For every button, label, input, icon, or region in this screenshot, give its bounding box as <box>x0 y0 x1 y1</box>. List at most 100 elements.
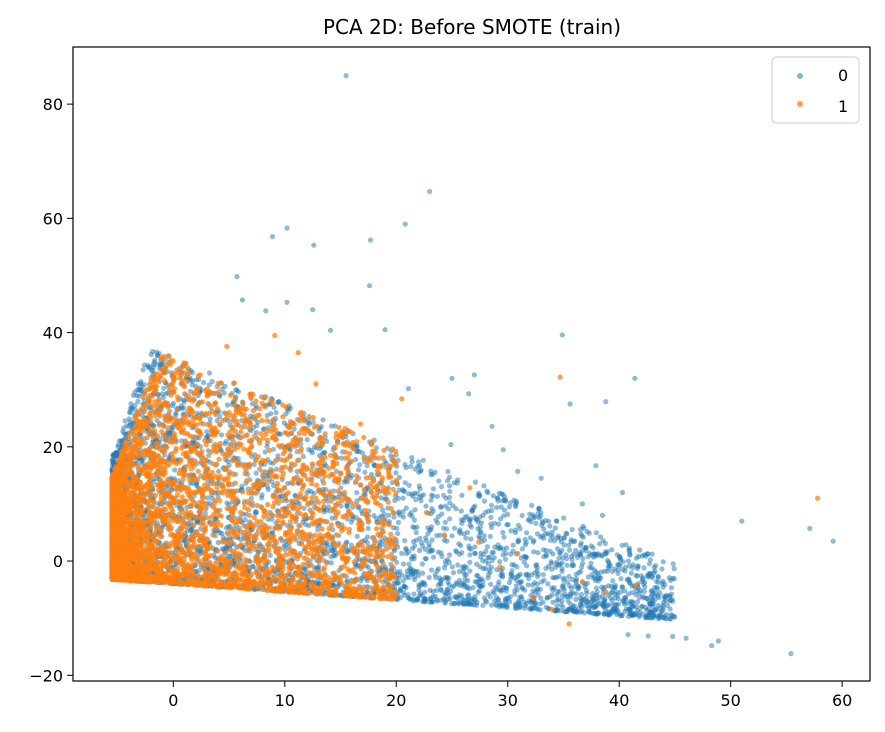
point-series-0 <box>653 590 659 596</box>
point-series-0 <box>393 470 399 476</box>
point-series-0 <box>603 399 609 405</box>
point-series-0 <box>365 525 371 532</box>
point-series-0 <box>535 591 541 597</box>
point-series-0 <box>609 547 615 553</box>
point-series-0 <box>430 554 437 560</box>
point-series-0 <box>563 552 569 558</box>
point-series-0 <box>459 492 465 498</box>
point-series-0 <box>391 580 397 586</box>
point-series-0 <box>446 552 453 558</box>
point-series-0 <box>566 573 572 580</box>
point-series-0 <box>659 566 665 572</box>
point-series-0 <box>535 511 541 517</box>
point-series-0 <box>269 234 276 240</box>
point-series-0 <box>503 545 510 551</box>
point-series-0 <box>189 382 195 388</box>
point-series-0 <box>234 274 240 280</box>
point-series-0 <box>485 591 491 597</box>
point-series-0 <box>449 375 455 381</box>
point-series-0 <box>807 525 813 532</box>
point-series-0 <box>426 574 432 581</box>
point-series-0 <box>449 584 455 590</box>
point-series-0 <box>554 518 560 524</box>
point-series-0 <box>636 614 642 620</box>
point-series-0 <box>544 595 550 601</box>
point-series-1 <box>321 503 327 509</box>
point-series-0 <box>427 587 433 594</box>
point-series-0 <box>569 576 575 583</box>
point-series-1 <box>296 457 302 463</box>
point-series-0 <box>432 469 438 475</box>
point-series-0 <box>450 570 457 576</box>
point-series-0 <box>481 483 487 489</box>
point-series-0 <box>484 544 490 550</box>
point-series-0 <box>580 555 586 562</box>
point-series-0 <box>303 521 309 528</box>
point-series-0 <box>310 307 316 313</box>
point-series-0 <box>505 522 511 528</box>
point-series-0 <box>403 505 409 511</box>
point-series-0 <box>425 531 431 537</box>
point-series-0 <box>359 450 365 456</box>
point-series-0 <box>637 547 643 553</box>
point-series-0 <box>409 491 415 497</box>
point-series-0 <box>664 602 671 609</box>
point-series-0 <box>429 492 435 498</box>
point-series-0 <box>557 608 563 614</box>
point-series-0 <box>531 515 537 521</box>
point-series-0 <box>354 533 360 540</box>
point-series-0 <box>657 615 663 621</box>
point-series-0 <box>327 327 334 333</box>
point-series-0 <box>510 548 516 554</box>
point-series-0 <box>618 576 624 582</box>
point-series-0 <box>556 573 562 580</box>
point-series-0 <box>439 484 445 490</box>
point-series-1 <box>240 400 246 406</box>
point-series-0 <box>564 562 570 568</box>
point-series-0 <box>239 483 245 489</box>
point-series-0 <box>464 584 471 590</box>
point-series-0 <box>525 582 531 588</box>
point-series-0 <box>467 522 473 528</box>
point-series-1 <box>179 494 185 500</box>
point-series-0 <box>463 572 469 578</box>
point-series-0 <box>619 489 626 496</box>
point-series-0 <box>377 543 383 549</box>
point-series-0 <box>239 297 245 303</box>
point-series-0 <box>403 574 409 581</box>
point-series-0 <box>556 555 562 561</box>
point-series-0 <box>409 455 415 461</box>
point-series-0 <box>444 590 450 596</box>
point-series-0 <box>491 555 497 561</box>
point-series-0 <box>649 551 655 557</box>
point-series-0 <box>499 572 506 579</box>
point-series-0 <box>222 383 228 389</box>
point-series-0 <box>569 526 575 533</box>
point-series-0 <box>630 562 636 568</box>
point-series-1 <box>362 507 368 513</box>
point-series-0 <box>582 584 588 590</box>
point-series-0 <box>509 562 515 568</box>
point-series-0 <box>399 550 405 557</box>
point-series-0 <box>265 486 271 492</box>
point-series-0 <box>537 586 544 592</box>
point-series-0 <box>467 552 473 558</box>
point-series-0 <box>510 542 516 548</box>
point-series-0 <box>583 548 589 554</box>
point-series-1 <box>290 480 296 486</box>
point-series-0 <box>498 544 504 551</box>
point-series-0 <box>516 600 522 606</box>
point-series-1 <box>257 466 263 472</box>
point-series-0 <box>606 612 612 618</box>
point-series-0 <box>671 576 677 582</box>
point-series-0 <box>215 468 222 474</box>
point-series-0 <box>538 595 544 601</box>
point-series-1 <box>328 498 334 504</box>
point-series-0 <box>533 520 539 526</box>
point-series-0 <box>496 521 502 527</box>
point-series-0 <box>395 519 402 526</box>
point-series-0 <box>273 410 279 416</box>
point-series-0 <box>415 596 421 603</box>
point-series-0 <box>549 560 555 567</box>
point-series-0 <box>648 588 654 594</box>
